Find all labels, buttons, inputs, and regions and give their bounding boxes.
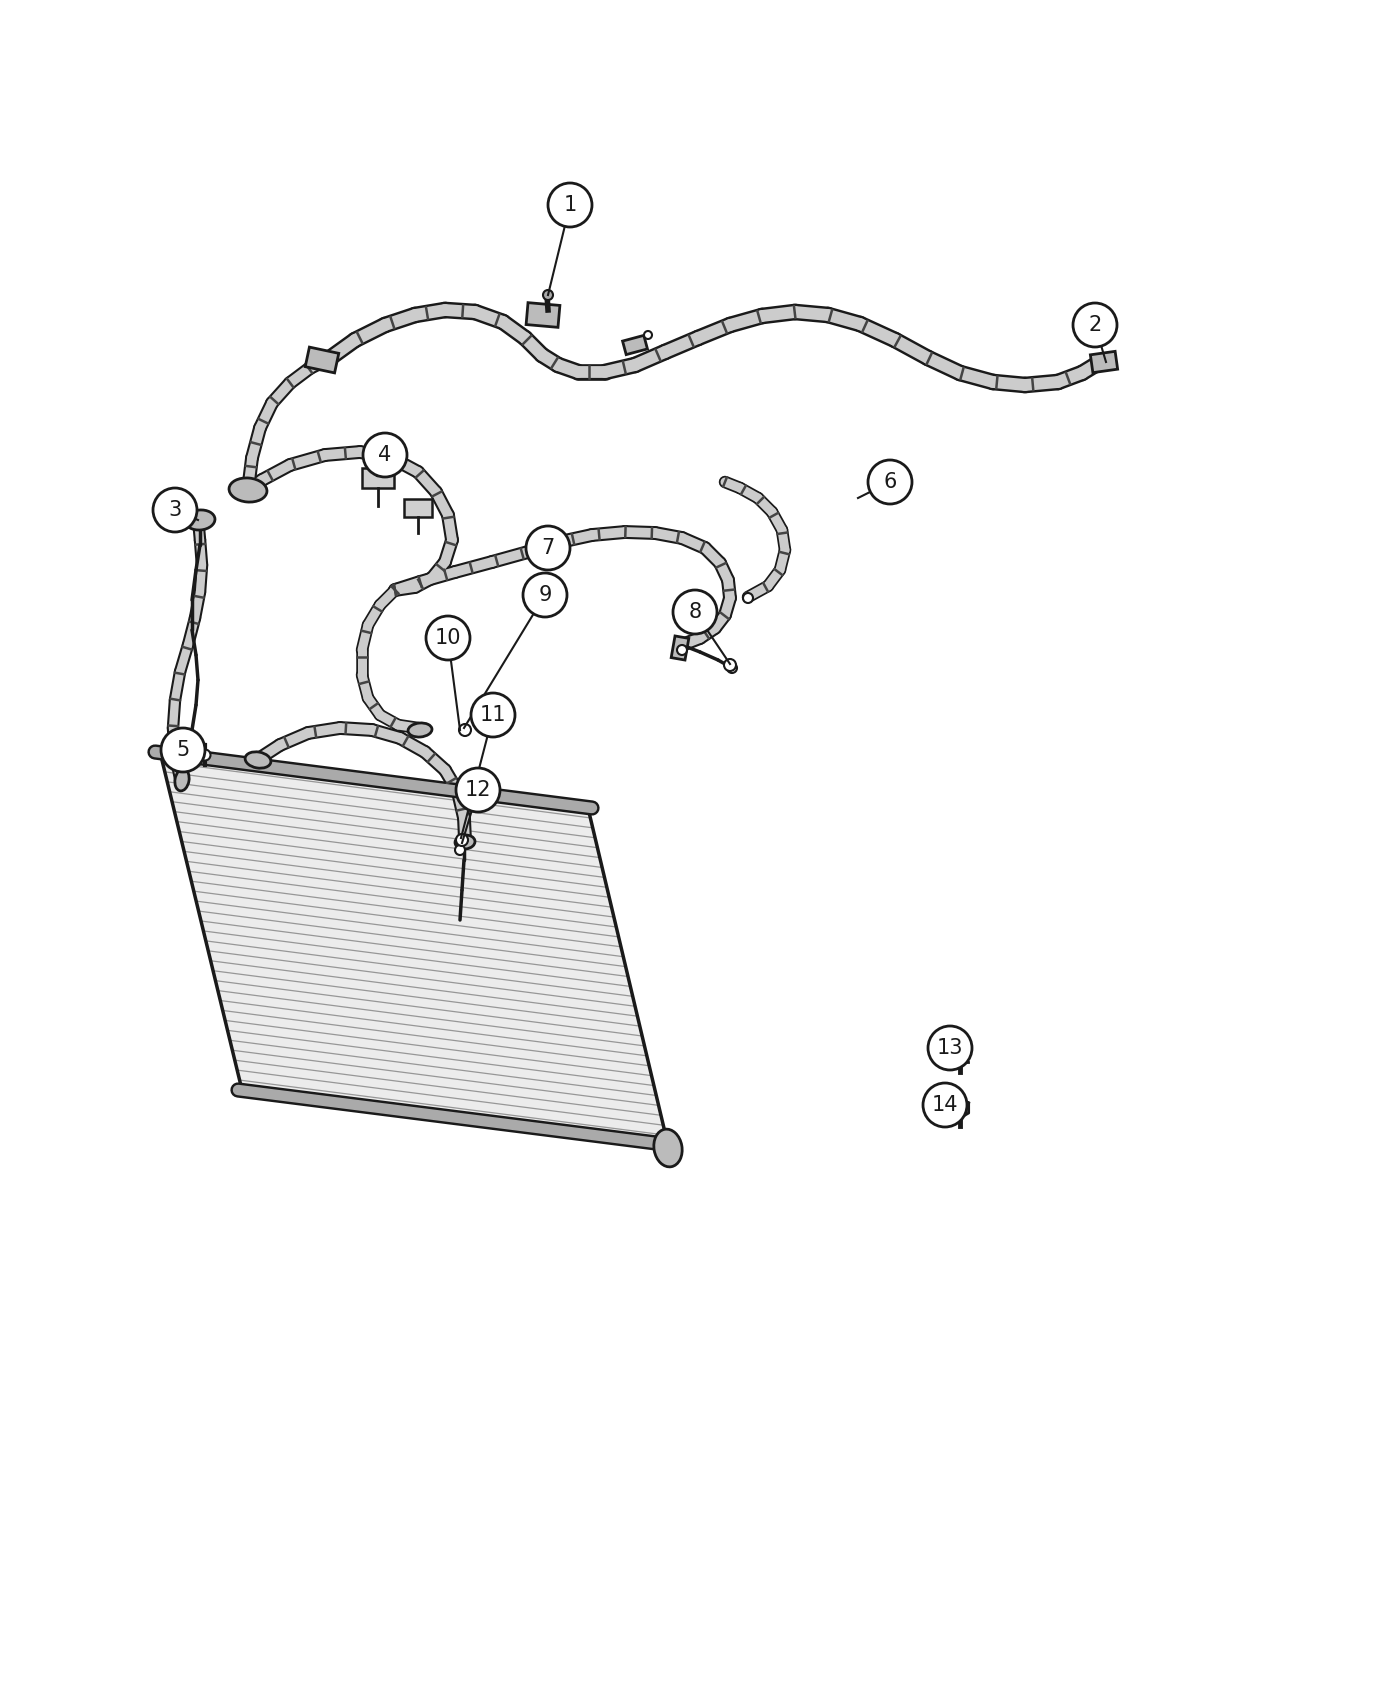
Text: 14: 14 xyxy=(932,1095,958,1115)
Text: 5: 5 xyxy=(176,740,189,760)
Circle shape xyxy=(547,184,592,228)
Text: 12: 12 xyxy=(465,780,491,801)
Circle shape xyxy=(868,461,911,503)
Text: 9: 9 xyxy=(539,585,552,605)
Circle shape xyxy=(673,590,717,634)
Circle shape xyxy=(456,835,468,847)
Text: 2: 2 xyxy=(1088,314,1102,335)
Text: 13: 13 xyxy=(937,1039,963,1057)
Text: 4: 4 xyxy=(378,445,392,466)
Ellipse shape xyxy=(654,1129,682,1166)
Polygon shape xyxy=(671,636,689,660)
Ellipse shape xyxy=(185,510,216,530)
Ellipse shape xyxy=(175,768,189,790)
Polygon shape xyxy=(623,335,647,355)
Circle shape xyxy=(161,728,204,772)
Polygon shape xyxy=(160,751,668,1146)
Circle shape xyxy=(543,291,553,299)
Circle shape xyxy=(1072,303,1117,347)
Polygon shape xyxy=(305,347,339,372)
Circle shape xyxy=(526,525,570,570)
Circle shape xyxy=(923,1083,967,1127)
Text: 6: 6 xyxy=(883,473,896,491)
Text: 8: 8 xyxy=(689,602,701,622)
Ellipse shape xyxy=(407,722,433,738)
Text: 10: 10 xyxy=(435,627,461,648)
Circle shape xyxy=(426,615,470,660)
Circle shape xyxy=(363,434,407,478)
Ellipse shape xyxy=(455,835,475,848)
FancyBboxPatch shape xyxy=(363,468,393,488)
Text: 11: 11 xyxy=(480,706,507,724)
FancyBboxPatch shape xyxy=(405,500,433,517)
Polygon shape xyxy=(526,303,560,328)
Circle shape xyxy=(743,593,753,604)
Circle shape xyxy=(459,724,470,736)
Ellipse shape xyxy=(245,751,270,768)
Circle shape xyxy=(724,660,736,672)
Text: 7: 7 xyxy=(542,537,554,558)
Ellipse shape xyxy=(230,478,267,502)
Circle shape xyxy=(727,663,736,673)
Polygon shape xyxy=(1091,352,1117,372)
Text: 3: 3 xyxy=(168,500,182,520)
Circle shape xyxy=(524,573,567,617)
Circle shape xyxy=(153,488,197,532)
Polygon shape xyxy=(952,1098,969,1119)
Text: 1: 1 xyxy=(563,196,577,214)
Circle shape xyxy=(455,845,465,855)
Circle shape xyxy=(928,1027,972,1069)
Circle shape xyxy=(644,332,652,338)
Circle shape xyxy=(456,768,500,813)
Circle shape xyxy=(678,644,687,654)
Circle shape xyxy=(470,694,515,738)
Circle shape xyxy=(199,750,210,760)
